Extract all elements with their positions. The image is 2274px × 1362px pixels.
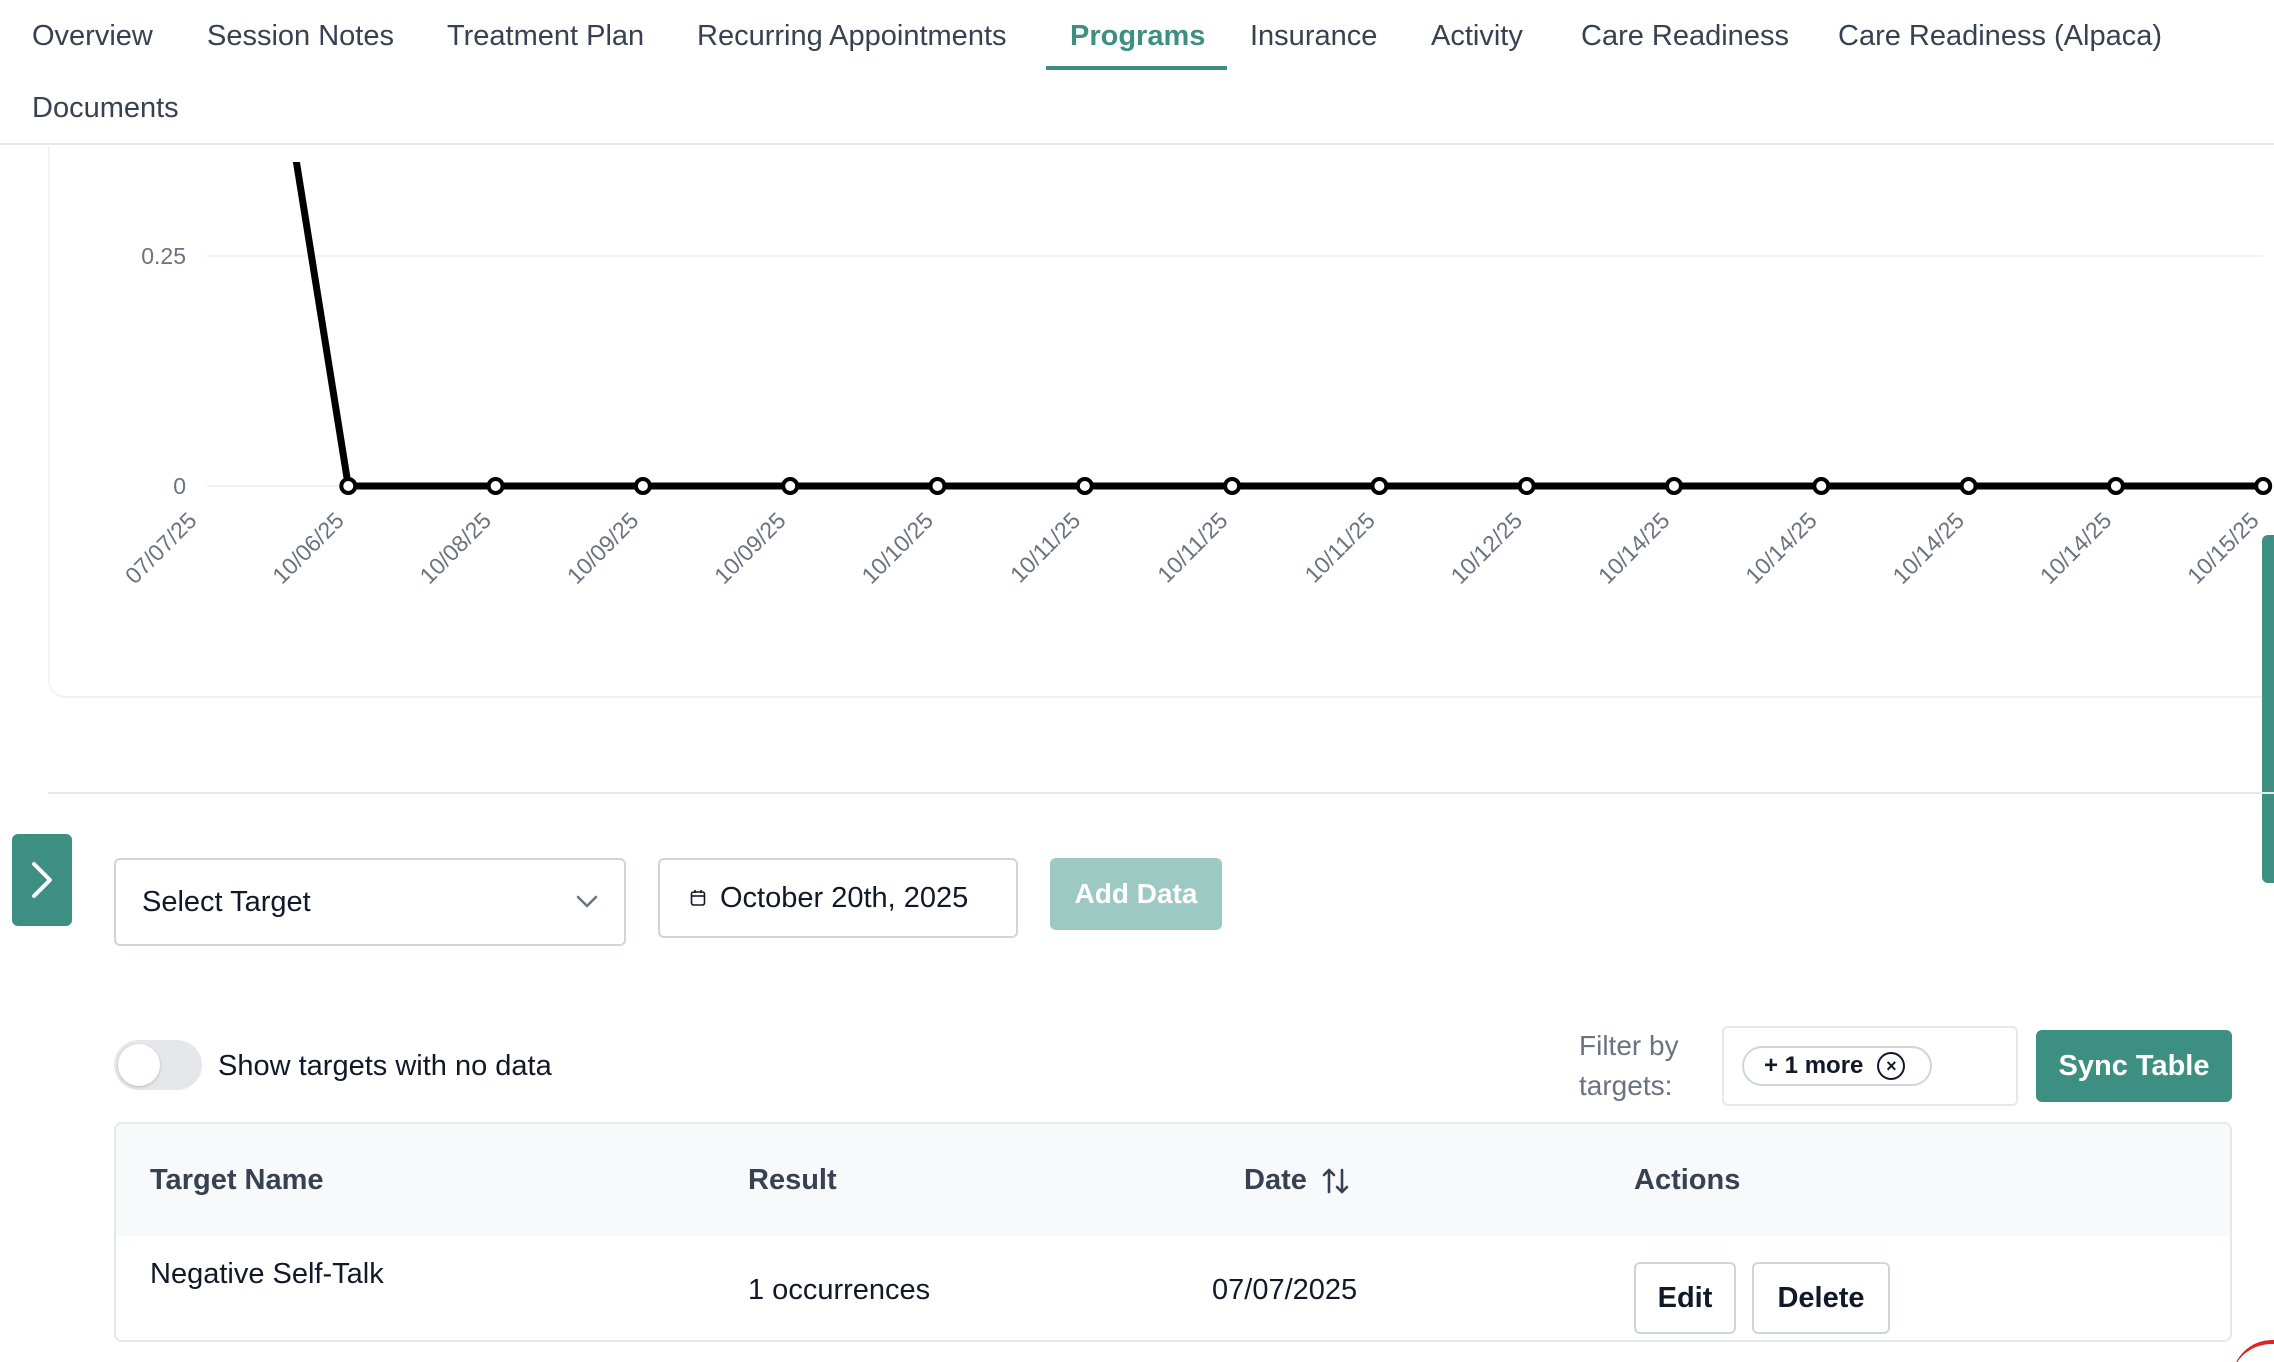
tab-session-notes[interactable]: Session Notes <box>207 20 394 52</box>
x-tick-label: 07/07/25 <box>120 507 202 589</box>
tab-programs[interactable]: Programs <box>1070 20 1206 52</box>
date-picker[interactable]: October 20th, 2025 <box>658 858 1018 938</box>
x-tick-label: 10/14/25 <box>1593 507 1675 589</box>
chart-grid <box>207 255 2262 487</box>
data-point[interactable] <box>1959 477 1978 495</box>
data-point[interactable] <box>1665 477 1683 495</box>
data-point[interactable] <box>633 477 652 495</box>
x-tick-label: 10/14/25 <box>1887 507 1969 589</box>
chip-label: + 1 more <box>1764 1052 1864 1079</box>
data-table: Target Name Result Date Actions Negative… <box>114 1122 2232 1342</box>
scrollbar-thumb[interactable] <box>2262 535 2274 883</box>
tab-care-readiness[interactable]: Care Readiness <box>1581 20 1789 52</box>
data-point[interactable] <box>1812 477 1831 495</box>
column-header-target-name: Target Name <box>150 1164 324 1196</box>
x-tick-label: 10/14/25 <box>2035 507 2117 589</box>
data-point[interactable] <box>339 477 358 495</box>
data-point[interactable] <box>486 477 505 495</box>
x-tick-label: 10/11/25 <box>1299 507 1379 587</box>
x-tick-label: 10/09/25 <box>562 507 644 589</box>
x-tick-label: 10/12/25 <box>1446 507 1528 589</box>
active-tab-indicator <box>1046 66 1227 70</box>
column-header-actions: Actions <box>1634 1164 1741 1196</box>
corner-accent <box>2232 1340 2274 1362</box>
x-tick-label: 10/08/25 <box>414 507 496 589</box>
data-point[interactable] <box>1370 477 1389 495</box>
tab-bar: Overview Session Notes Treatment Plan Re… <box>0 0 2274 145</box>
x-tick-label: 10/06/25 <box>267 507 349 589</box>
table-row <box>116 1236 2230 1340</box>
data-point[interactable] <box>1223 477 1242 495</box>
data-point[interactable] <box>1517 477 1536 495</box>
show-empty-targets-label: Show targets with no data <box>218 1050 552 1082</box>
clear-chip-icon[interactable]: × <box>1877 1052 1906 1080</box>
chevron-right-icon <box>32 862 52 898</box>
more-targets-chip[interactable]: + 1 more × <box>1742 1046 1932 1086</box>
tab-overview[interactable]: Overview <box>32 20 153 52</box>
cell-date: 07/07/2025 <box>1212 1274 1358 1306</box>
select-target-label: Select Target <box>142 885 311 918</box>
x-tick-label: 10/15/25 <box>2182 507 2264 589</box>
y-tick-label: 0 <box>173 473 186 499</box>
data-point[interactable] <box>2254 477 2273 495</box>
cell-result: 1 occurrences <box>748 1274 931 1306</box>
select-target-dropdown[interactable]: Select Target <box>114 858 626 946</box>
tab-recurring-appointments[interactable]: Recurring Appointments <box>697 20 1007 52</box>
date-header-label: Date <box>1244 1164 1307 1196</box>
expand-panel-button[interactable] <box>12 834 72 926</box>
x-tick-label: 10/10/25 <box>856 507 938 589</box>
data-point[interactable] <box>2106 477 2125 495</box>
show-empty-targets-toggle[interactable] <box>114 1040 202 1090</box>
chart-series <box>292 162 2273 495</box>
chevron-down-icon <box>576 895 598 908</box>
delete-button[interactable]: Delete <box>1752 1262 1890 1334</box>
cell-target-name: Negative Self-Talk <box>150 1258 384 1290</box>
chart-y-axis: 00.25 <box>141 243 186 499</box>
sync-table-button[interactable]: Sync Table <box>2036 1030 2232 1102</box>
chart-x-axis: 07/07/25 10/06/25 10/08/25 10/09/25 10/09/25… <box>120 507 2264 589</box>
line-chart: 00.25 07/07/25 10/06/25 10/08/25 10/09/25 10… <box>120 162 2273 589</box>
sort-icon[interactable] <box>1321 1167 1351 1195</box>
tab-documents[interactable]: Documents <box>32 92 179 124</box>
x-tick-label: 10/11/25 <box>1152 507 1232 587</box>
data-point[interactable] <box>781 477 800 495</box>
calendar-icon <box>690 890 706 906</box>
target-filter-multiselect[interactable]: + 1 more × <box>1722 1026 2018 1106</box>
filter-by-targets-label: Filter by targets: <box>1579 1030 1679 1101</box>
date-picker-value: October 20th, 2025 <box>720 881 969 914</box>
tab-activity[interactable]: Activity <box>1431 20 1523 52</box>
x-tick-label: 10/11/25 <box>1005 507 1085 587</box>
data-point[interactable] <box>1075 477 1094 495</box>
chart-card <box>48 146 2274 698</box>
edit-button[interactable]: Edit <box>1634 1262 1736 1334</box>
data-point[interactable] <box>928 477 947 495</box>
tab-treatment-plan[interactable]: Treatment Plan <box>447 20 645 52</box>
y-tick-label: 0.25 <box>141 243 186 269</box>
section-divider <box>48 792 2274 794</box>
table-header: Target Name Result Date Actions <box>116 1124 2230 1236</box>
column-header-date[interactable]: Date <box>1244 1162 1351 1198</box>
x-tick-label: 10/09/25 <box>709 507 791 589</box>
x-tick-label: 10/14/25 <box>1740 507 1822 589</box>
toggle-knob <box>118 1044 160 1086</box>
tab-insurance[interactable]: Insurance <box>1250 20 1378 52</box>
tab-care-readiness-alpaca[interactable]: Care Readiness (Alpaca) <box>1838 20 2162 52</box>
column-header-result: Result <box>748 1164 837 1196</box>
add-data-button[interactable]: Add Data <box>1050 858 1222 930</box>
